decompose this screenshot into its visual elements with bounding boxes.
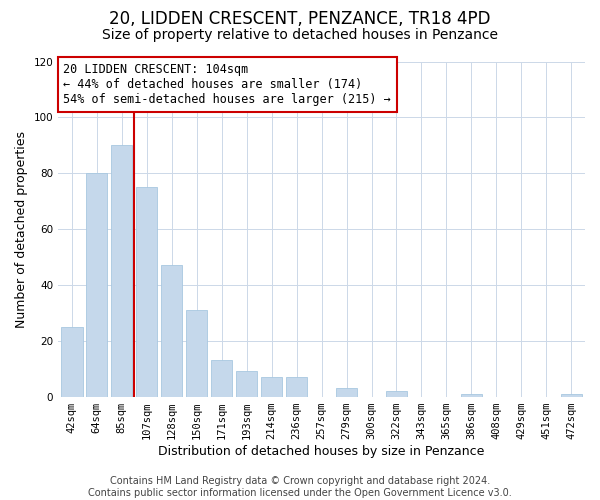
Bar [261, 377, 282, 396]
Bar [86, 173, 107, 396]
Bar [61, 327, 83, 396]
Text: 20 LIDDEN CRESCENT: 104sqm
← 44% of detached houses are smaller (174)
54% of sem: 20 LIDDEN CRESCENT: 104sqm ← 44% of deta… [64, 63, 391, 106]
Bar [161, 266, 182, 396]
Bar [111, 146, 133, 396]
Text: Size of property relative to detached houses in Penzance: Size of property relative to detached ho… [102, 28, 498, 42]
Y-axis label: Number of detached properties: Number of detached properties [15, 130, 28, 328]
Bar [186, 310, 208, 396]
Bar [211, 360, 232, 396]
Bar [560, 394, 582, 396]
Text: 20, LIDDEN CRESCENT, PENZANCE, TR18 4PD: 20, LIDDEN CRESCENT, PENZANCE, TR18 4PD [109, 10, 491, 28]
Text: Contains HM Land Registry data © Crown copyright and database right 2024.
Contai: Contains HM Land Registry data © Crown c… [88, 476, 512, 498]
X-axis label: Distribution of detached houses by size in Penzance: Distribution of detached houses by size … [158, 444, 485, 458]
Bar [236, 372, 257, 396]
Bar [336, 388, 357, 396]
Bar [136, 187, 157, 396]
Bar [286, 377, 307, 396]
Bar [386, 391, 407, 396]
Bar [461, 394, 482, 396]
